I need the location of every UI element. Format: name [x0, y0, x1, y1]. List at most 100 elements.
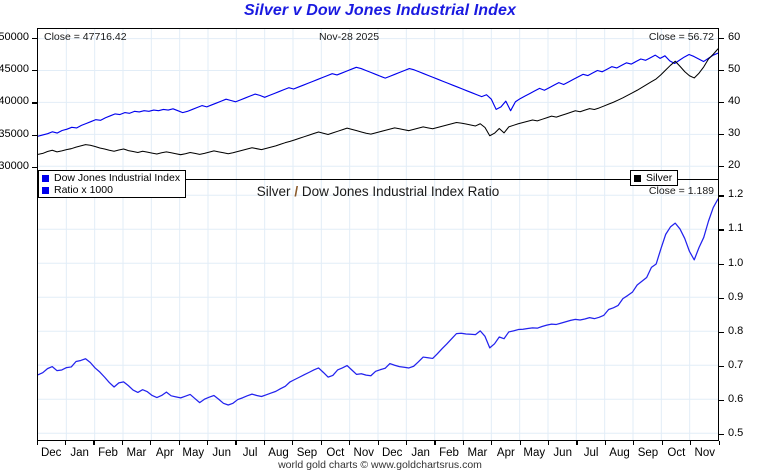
- ratio-axis-tickmark: [719, 365, 724, 368]
- dow-axis-tick-50000: 50000: [0, 30, 29, 43]
- x-tick-label: May: [523, 447, 546, 459]
- as-of-date-label: Nov-28 2025: [318, 31, 380, 43]
- silver-axis-tickmark: [719, 133, 724, 135]
- page-title: Silver v Dow Jones Industrial Index: [243, 2, 517, 19]
- x-tickmark: [263, 441, 266, 445]
- x-tickmark: [491, 441, 493, 445]
- x-tick-label: Feb: [98, 447, 118, 459]
- ratio-axis-tickmark: [719, 400, 724, 402]
- x-tickmark: [633, 441, 635, 445]
- silver-axis-tick-40: 40: [728, 94, 741, 107]
- ratio-axis-tickmark: [719, 331, 724, 334]
- x-tick-label: Jul: [583, 447, 599, 459]
- x-tick-label: Jan: [411, 447, 430, 459]
- dow-axis-tick-30000: 30000: [0, 160, 29, 173]
- x-tickmark: [178, 441, 180, 445]
- dow-axis-tickmark: [32, 37, 37, 39]
- x-tickmark: [604, 441, 607, 445]
- legend-item-dow[interactable]: Dow Jones Industrial Index: [42, 172, 180, 184]
- top-left-close-label: Close = 47716.42: [44, 31, 127, 43]
- x-tickmark: [64, 441, 67, 445]
- x-tick-label: Mar: [467, 447, 488, 459]
- silver-axis-tick-30: 30: [728, 126, 741, 139]
- x-tickmark: [235, 441, 237, 445]
- ratio-axis-tickmark: [719, 229, 724, 231]
- x-tickmark: [548, 441, 550, 445]
- x-tickmark: [320, 441, 322, 445]
- legend-item-ratio[interactable]: Ratio x 1000: [42, 184, 180, 196]
- x-tick-label: Nov: [694, 447, 716, 459]
- dow-axis-tick-40000: 40000: [0, 95, 29, 108]
- legend-label-dow: Dow Jones Industrial Index: [54, 171, 181, 184]
- dow-axis-tick-35000: 35000: [0, 127, 29, 140]
- legend-swatch-ratio: [42, 186, 49, 194]
- x-tick-label: Apr: [496, 447, 515, 459]
- silver-axis-tickmark: [719, 165, 724, 167]
- dow-axis-tickmark: [32, 134, 37, 137]
- x-tick-label: Dec: [381, 447, 403, 459]
- ratio-axis-tick-0.6: 0.6: [728, 393, 744, 406]
- ratio-axis-tickmark: [719, 263, 724, 265]
- x-tickmark: [150, 441, 152, 445]
- x-tickmark: [434, 441, 436, 445]
- silver-axis-tick-50: 50: [728, 62, 741, 75]
- x-tick-label: Jan: [70, 447, 89, 459]
- x-tickmark: [405, 441, 408, 445]
- x-tick-label: Jun: [553, 447, 572, 459]
- silver-axis-tick-20: 20: [728, 158, 741, 171]
- silver-axis-tickmark: [719, 101, 724, 103]
- silver-axis-tick-60: 60: [728, 30, 741, 43]
- ratio-axis-tickmark: [719, 297, 724, 299]
- x-tick-label: Mar: [126, 447, 147, 459]
- x-tick-label: Sep: [296, 447, 318, 459]
- x-tick-label: Sep: [637, 447, 659, 459]
- ratio-panel-plot: [38, 180, 718, 440]
- x-tickmark: [292, 441, 294, 445]
- x-tickmark: [36, 441, 38, 445]
- x-tickmark: [690, 441, 692, 445]
- bottom-right-close-label: Close = 1.189: [648, 185, 714, 197]
- x-tick-label: Aug: [609, 447, 630, 459]
- legend-right[interactable]: Silver: [630, 170, 679, 186]
- ratio-axis-tick-0.7: 0.7: [728, 358, 744, 371]
- silver-axis-tickmark: [719, 37, 724, 39]
- legend-label-ratio: Ratio x 1000: [54, 183, 113, 196]
- ratio-axis-tick-1.1: 1.1: [728, 222, 744, 235]
- ratio-axis-tick-0.5: 0.5: [728, 427, 744, 440]
- silver-axis-tickmark: [719, 69, 724, 71]
- x-tick-label: Jun: [212, 447, 231, 459]
- x-tick-label: Nov: [353, 447, 375, 459]
- ratio-axis-tick-0.8: 0.8: [728, 324, 744, 337]
- dow-axis-tickmark: [32, 167, 37, 169]
- ratio-axis-tickmark: [719, 434, 724, 436]
- x-tickmark: [377, 441, 379, 445]
- legend-item-silver[interactable]: Silver: [634, 172, 672, 184]
- dow-axis-tick-45000: 45000: [0, 63, 29, 76]
- x-tick-label: May: [182, 447, 205, 459]
- price-panel: [37, 28, 719, 180]
- legend-left[interactable]: Dow Jones Industrial Index Ratio x 1000: [38, 170, 187, 198]
- legend-label-silver: Silver: [646, 171, 673, 184]
- x-tickmark: [121, 441, 123, 445]
- ratio-axis-tickmark: [719, 195, 724, 197]
- x-tickmark: [207, 441, 209, 445]
- x-tick-label: Aug: [268, 447, 289, 459]
- x-tickmark: [576, 441, 578, 445]
- price-panel-plot: [38, 29, 718, 179]
- ratio-axis-tick-1.0: 1.0: [728, 256, 744, 269]
- ratio-panel: [37, 180, 719, 441]
- x-axis: Dec Jan Feb Mar Apr May Jun Jul Aug Sep Oct Nov Dec J…: [0, 444, 760, 460]
- ratio-axis-tick-0.9: 0.9: [728, 290, 744, 303]
- x-tick-label: Jul: [242, 447, 258, 459]
- x-tickmark: [718, 441, 720, 445]
- x-tickmark: [93, 441, 95, 445]
- x-tick-label: Dec: [40, 447, 62, 459]
- x-tick-label: Feb: [439, 447, 459, 459]
- x-tick-label: Oct: [667, 447, 686, 459]
- dow-axis-tickmark: [32, 102, 37, 104]
- x-tickmark: [349, 441, 351, 445]
- x-tickmark: [462, 441, 464, 445]
- x-tickmark: [661, 441, 663, 445]
- x-tickmark: [519, 441, 521, 445]
